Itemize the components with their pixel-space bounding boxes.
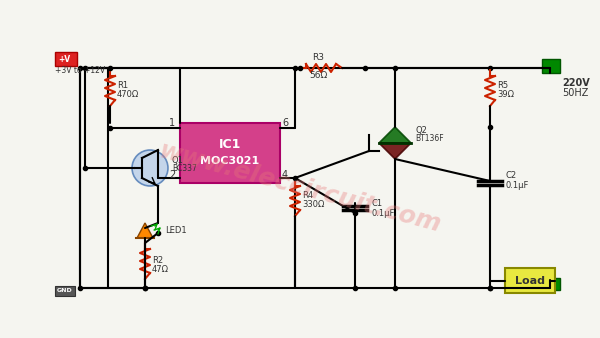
Text: C1: C1 — [371, 199, 382, 208]
Text: R3: R3 — [313, 53, 325, 62]
Bar — [542, 59, 560, 73]
Text: www.eleccircuit.com: www.eleccircuit.com — [156, 139, 444, 237]
Text: 220V: 220V — [562, 78, 590, 88]
Text: 4: 4 — [282, 170, 288, 180]
Polygon shape — [137, 223, 153, 238]
Bar — [505, 268, 555, 293]
Text: 1: 1 — [169, 118, 175, 128]
Text: 0.1μF: 0.1μF — [505, 181, 529, 190]
Bar — [55, 286, 75, 296]
Text: R5: R5 — [497, 81, 508, 90]
Text: Q2: Q2 — [415, 126, 427, 135]
Text: BT136F: BT136F — [415, 134, 443, 143]
Polygon shape — [379, 127, 411, 143]
Text: 50HZ: 50HZ — [562, 88, 589, 98]
Polygon shape — [379, 143, 411, 159]
Circle shape — [132, 150, 168, 186]
Text: BC337: BC337 — [172, 164, 197, 173]
Text: R4: R4 — [302, 191, 313, 200]
Text: 6: 6 — [282, 118, 288, 128]
Text: LED1: LED1 — [165, 226, 187, 235]
Text: Q1: Q1 — [172, 156, 184, 165]
Text: 330Ω: 330Ω — [302, 200, 325, 209]
Text: MOC3021: MOC3021 — [200, 156, 260, 166]
Text: 470Ω: 470Ω — [117, 90, 139, 99]
Text: 39Ω: 39Ω — [497, 90, 514, 99]
Text: +3V to +12V: +3V to +12V — [55, 66, 105, 75]
Text: +V: +V — [58, 55, 70, 64]
Text: 47Ω: 47Ω — [152, 265, 169, 274]
Text: IC1: IC1 — [219, 139, 241, 151]
Text: 2: 2 — [169, 170, 175, 180]
Bar — [180, 123, 280, 183]
Text: R2: R2 — [152, 256, 163, 265]
Text: R1: R1 — [117, 81, 128, 90]
Bar — [542, 278, 560, 290]
Text: C2: C2 — [505, 171, 516, 180]
Text: GND: GND — [57, 288, 73, 293]
Text: 0.1μF: 0.1μF — [371, 209, 394, 218]
Text: 56Ω: 56Ω — [310, 71, 328, 80]
Bar — [55, 52, 77, 66]
Text: Load: Load — [515, 276, 545, 286]
